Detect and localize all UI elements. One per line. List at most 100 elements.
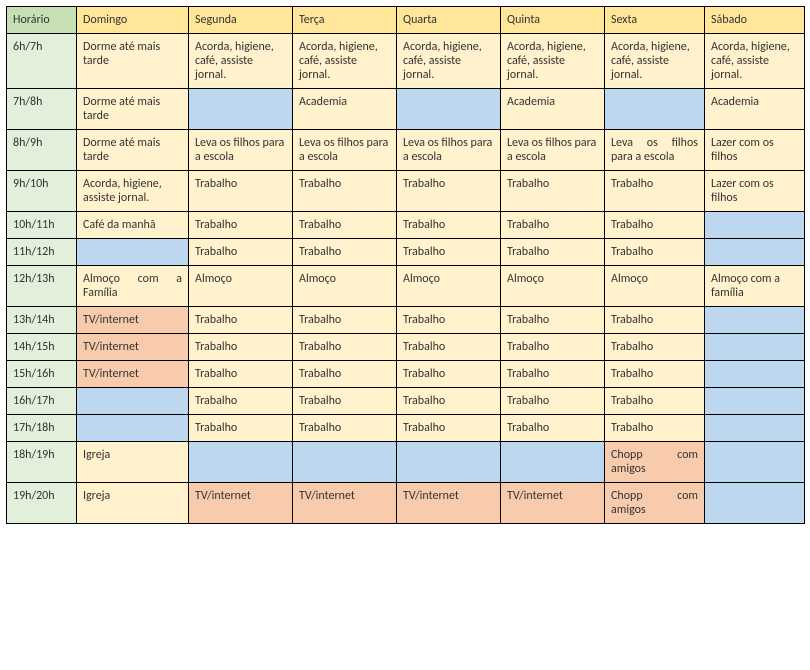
table-row: 14h/15hTV/internetTrabalhoTrabalhoTrabal… [7,334,805,361]
header-horario: Horário [7,7,77,34]
time-cell: 16h/17h [7,388,77,415]
table-row: 12h/13hAlmoço com a FamíliaAlmoçoAlmoçoA… [7,266,805,307]
header-day: Sábado [705,7,805,34]
header-day: Segunda [189,7,293,34]
table-row: 8h/9hDorme até mais tardeLeva os filhos … [7,130,805,171]
table-row: 15h/16hTV/internetTrabalhoTrabalhoTrabal… [7,361,805,388]
table-row: 9h/10hAcorda, higiene, assiste jornal. Tr… [7,171,805,212]
schedule-cell: TV/internet [293,483,397,524]
schedule-cell: Trabalho [189,361,293,388]
schedule-cell [77,239,189,266]
schedule-cell [705,361,805,388]
time-cell: 13h/14h [7,307,77,334]
schedule-cell: TV/internet [501,483,605,524]
schedule-cell: Almoço [293,266,397,307]
table-row: 18h/19hIgrejaChopp com amigos [7,442,805,483]
schedule-cell: Lazer com os filhos [705,130,805,171]
time-cell: 9h/10h [7,171,77,212]
time-cell: 17h/18h [7,415,77,442]
time-cell: 7h/8h [7,89,77,130]
schedule-cell: Trabalho [397,334,501,361]
table-head: HorárioDomingoSegundaTerçaQuartaQuintaSe… [7,7,805,34]
schedule-cell: Trabalho [397,307,501,334]
schedule-cell [605,89,705,130]
schedule-cell: Acorda, higiene, assiste jornal. [77,171,189,212]
schedule-cell: Trabalho [397,388,501,415]
schedule-cell: Trabalho [189,212,293,239]
schedule-cell: Trabalho [189,307,293,334]
table-row: 11h/12hTrabalhoTrabalhoTrabalhoTrabalhoT… [7,239,805,266]
schedule-cell: Leva os filhos para a escola [189,130,293,171]
schedule-cell [705,483,805,524]
schedule-cell: TV/internet [189,483,293,524]
schedule-cell: Igreja [77,442,189,483]
header-day: Terça [293,7,397,34]
schedule-cell [705,415,805,442]
schedule-table: HorárioDomingoSegundaTerçaQuartaQuintaSe… [6,6,805,524]
schedule-cell: Acorda, higiene, café, assiste jornal. [501,34,605,89]
time-cell: 11h/12h [7,239,77,266]
schedule-cell: Trabalho [501,388,605,415]
schedule-cell: Trabalho [501,334,605,361]
header-day: Sexta [605,7,705,34]
schedule-cell [705,388,805,415]
schedule-cell: Chopp com amigos [605,483,705,524]
schedule-cell: Trabalho [501,361,605,388]
schedule-cell: Trabalho [605,334,705,361]
schedule-cell [77,415,189,442]
schedule-cell: Trabalho [293,334,397,361]
table-row: 6h/7hDorme até mais tardeAcorda, higiene… [7,34,805,89]
schedule-cell: Trabalho [189,388,293,415]
schedule-cell: Almoço [397,266,501,307]
time-cell: 6h/7h [7,34,77,89]
time-cell: 8h/9h [7,130,77,171]
schedule-cell: Trabalho [501,212,605,239]
schedule-cell: Academia [705,89,805,130]
time-cell: 10h/11h [7,212,77,239]
schedule-cell: Trabalho [501,307,605,334]
schedule-cell: Lazer com os filhos [705,171,805,212]
schedule-cell: Trabalho [189,415,293,442]
schedule-cell: Trabalho [293,361,397,388]
schedule-cell: Almoço [189,266,293,307]
schedule-cell: Trabalho [293,388,397,415]
time-cell: 14h/15h [7,334,77,361]
schedule-cell: Academia [293,89,397,130]
schedule-cell: Trabalho [189,239,293,266]
schedule-cell: Dorme até mais tarde [77,89,189,130]
schedule-cell: Trabalho [501,239,605,266]
schedule-cell: Acorda, higiene, café, assiste jornal. [605,34,705,89]
schedule-cell [397,89,501,130]
schedule-cell [705,334,805,361]
schedule-cell: Acorda, higiene, café, assiste jornal. [705,34,805,89]
schedule-cell: Almoço com a Família [77,266,189,307]
schedule-cell: Almoço [501,266,605,307]
schedule-cell [705,307,805,334]
table-row: 10h/11hCafé da manhãTrabalhoTrabalhoTrab… [7,212,805,239]
schedule-cell: Trabalho [605,239,705,266]
time-cell: 12h/13h [7,266,77,307]
schedule-cell: TV/internet [77,334,189,361]
schedule-cell [293,442,397,483]
schedule-cell: Igreja [77,483,189,524]
table-row: 16h/17hTrabalhoTrabalhoTrabalhoTrabalhoT… [7,388,805,415]
header-day: Domingo [77,7,189,34]
schedule-cell [397,442,501,483]
schedule-cell [189,89,293,130]
schedule-cell: Trabalho [605,361,705,388]
schedule-cell: Dorme até mais tarde [77,130,189,171]
schedule-cell: Trabalho [501,415,605,442]
table-body: 6h/7hDorme até mais tardeAcorda, higiene… [7,34,805,524]
schedule-cell: Trabalho [605,415,705,442]
schedule-cell: Trabalho [605,212,705,239]
schedule-cell: Trabalho [293,171,397,212]
schedule-cell: Almoço com a família [705,266,805,307]
schedule-cell: Trabalho [605,388,705,415]
schedule-cell [501,442,605,483]
table-row: 17h/18hTrabalhoTrabalhoTrabalhoTrabalhoT… [7,415,805,442]
schedule-cell: Acorda, higiene, café, assiste jornal. [397,34,501,89]
schedule-cell: Leva os filhos para a escola [293,130,397,171]
schedule-cell: TV/internet [77,307,189,334]
schedule-cell: Almoço [605,266,705,307]
schedule-cell: Acorda, higiene, café, assiste jornal. [293,34,397,89]
